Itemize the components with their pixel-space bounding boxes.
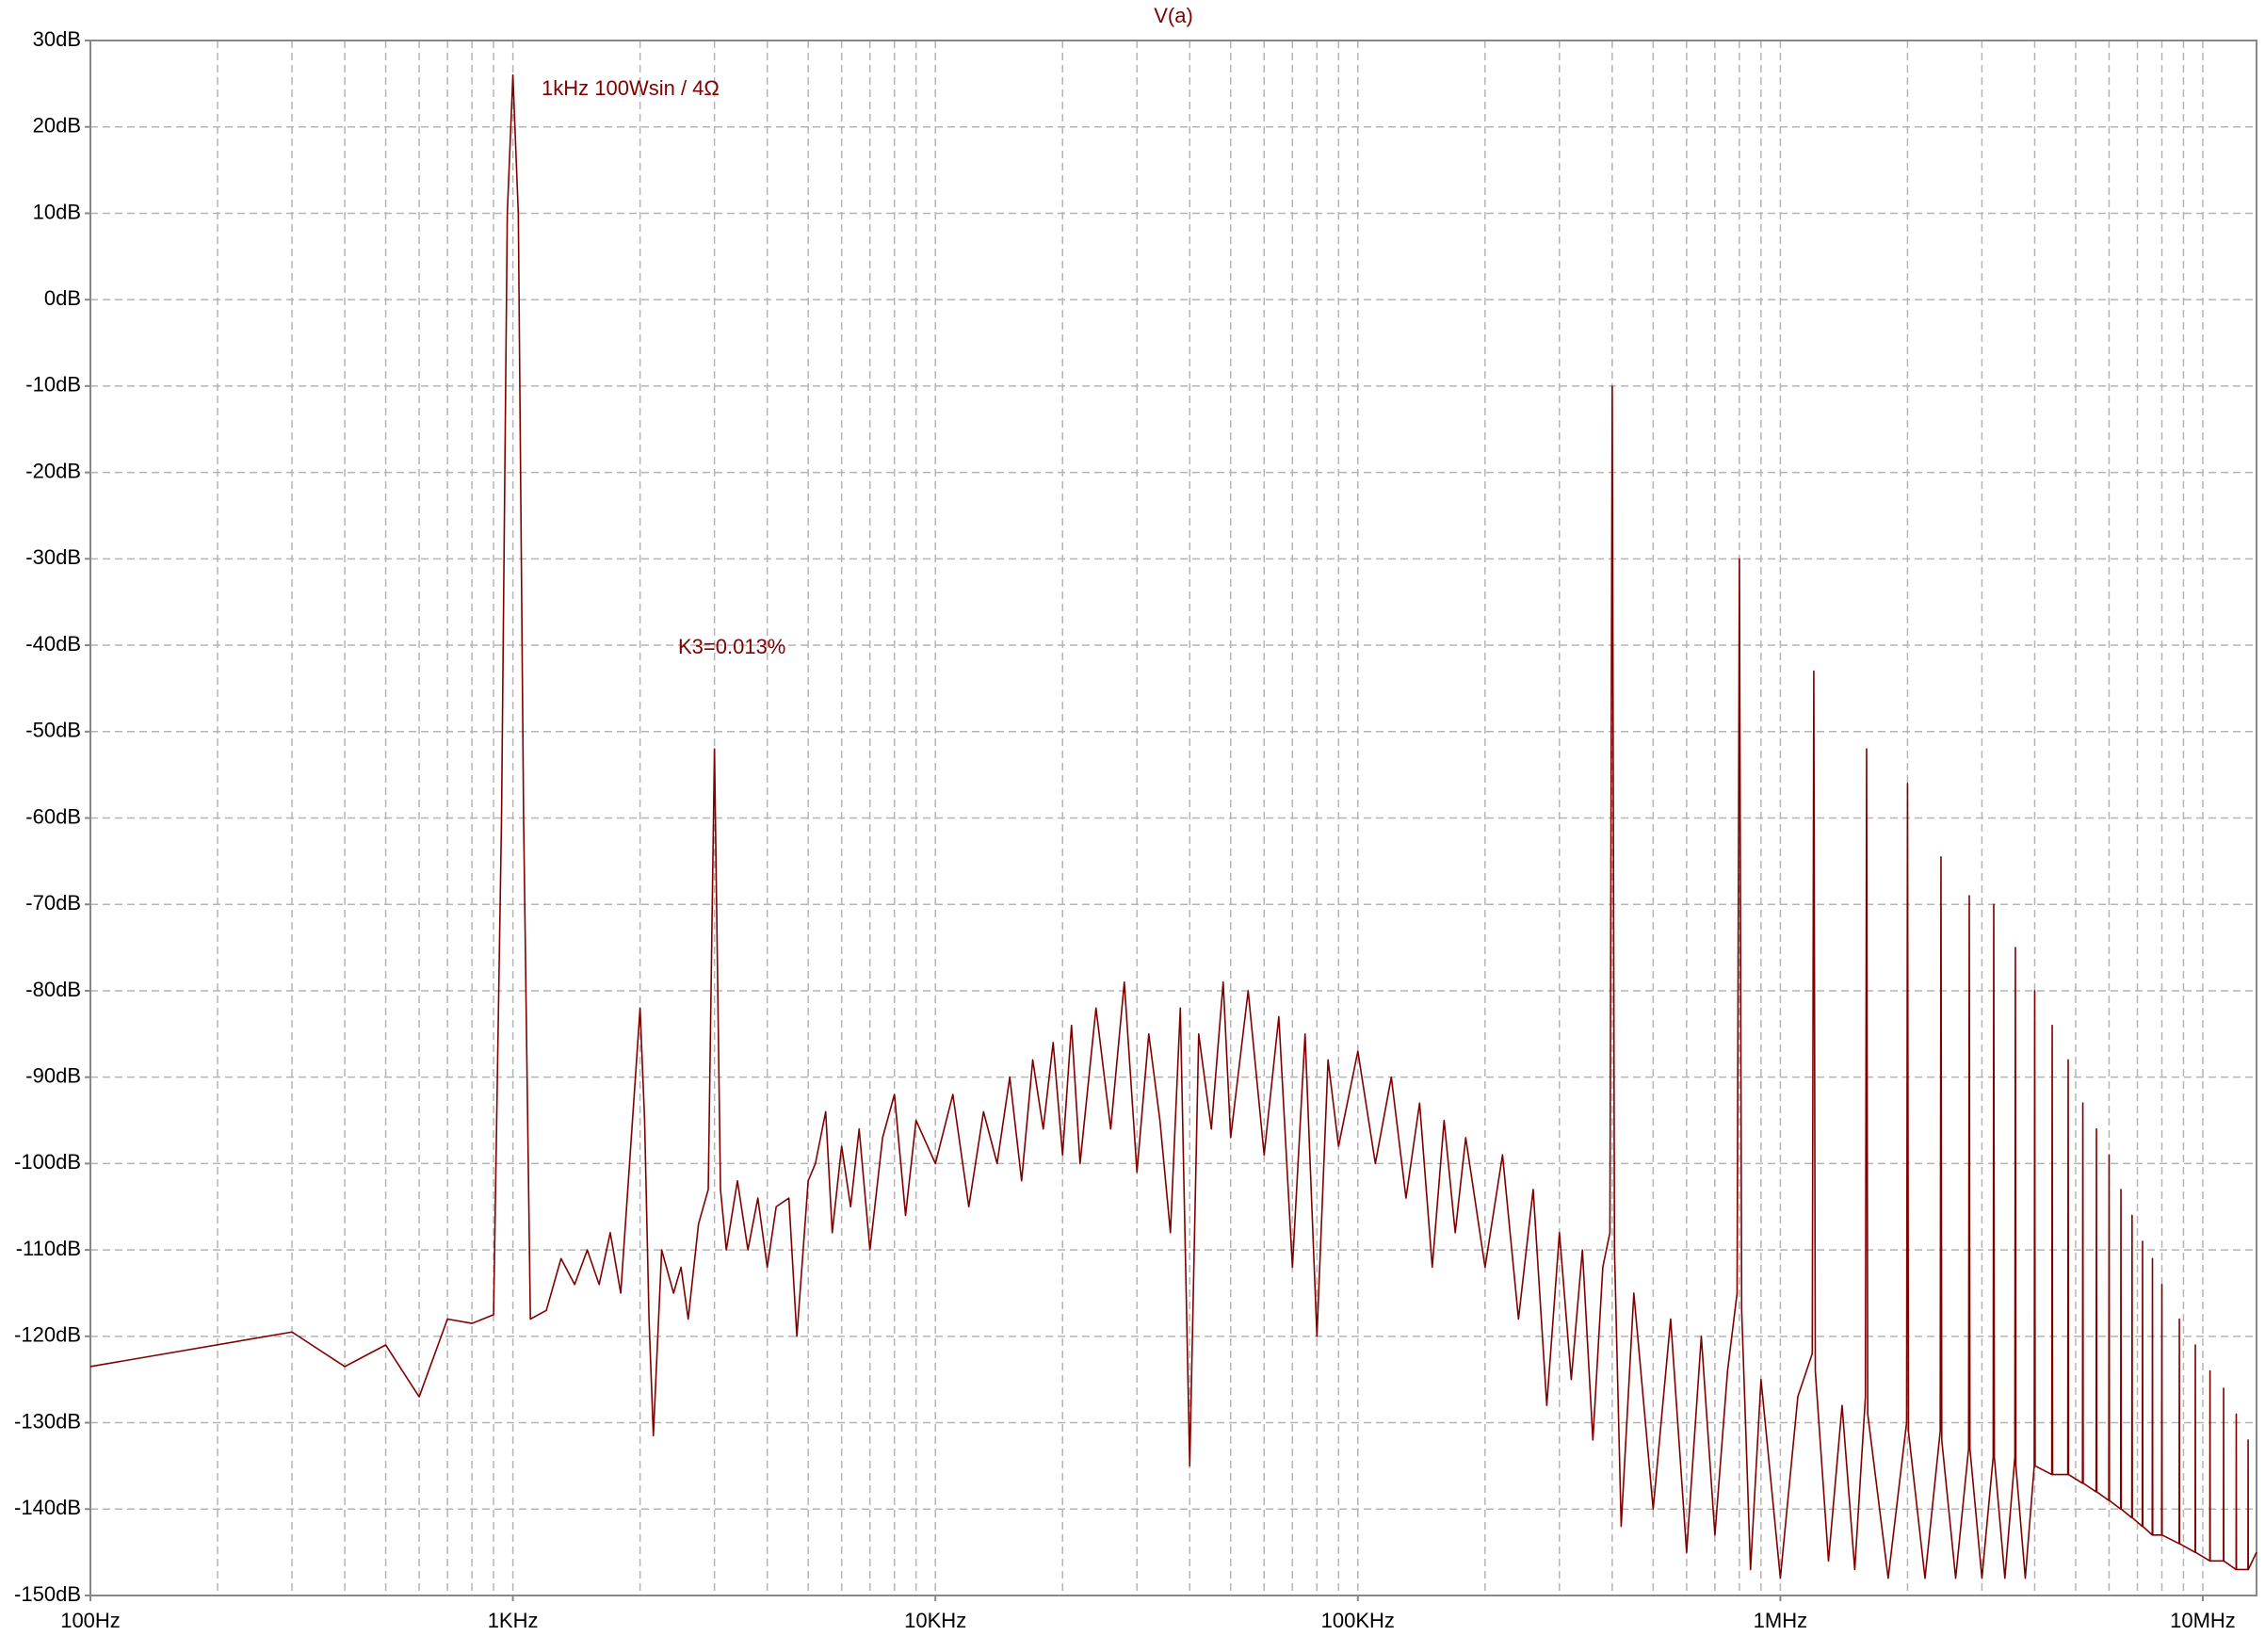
annotation: 1kHz 100Wsin / 4Ω (542, 76, 720, 100)
y-tick-label: -110dB (16, 1237, 81, 1260)
y-tick-label: 30dB (33, 27, 81, 51)
chart-title: V(a) (1154, 4, 1193, 27)
y-tick-label: -20dB (25, 459, 81, 482)
x-tick-label: 1KHz (488, 1609, 539, 1632)
trace (89, 73, 2257, 1579)
y-tick-label: -150dB (14, 1582, 81, 1606)
y-tick-label: -90dB (25, 1063, 81, 1087)
x-tick-label: 10KHz (904, 1609, 966, 1632)
y-tick-label: -120dB (14, 1323, 81, 1347)
y-tick-label: -30dB (25, 545, 81, 569)
y-tick-label: -70dB (25, 891, 81, 915)
y-tick-label: -50dB (25, 719, 81, 742)
y-tick-label: -80dB (25, 978, 81, 1001)
x-tick-label: 100KHz (1321, 1609, 1395, 1632)
y-tick-label: -140dB (14, 1496, 81, 1519)
x-tick-label: 1MHz (1754, 1609, 1807, 1632)
plot-frame (89, 40, 2257, 1596)
y-tick-label: -10dB (25, 373, 81, 397)
y-tick-label: 0dB (44, 286, 81, 310)
y-tick-label: 10dB (33, 200, 81, 223)
annotation: K3=0.013% (678, 635, 785, 658)
y-tick-label: -40dB (25, 632, 81, 656)
x-tick-label: 100Hz (60, 1609, 121, 1632)
y-tick-label: 20dB (33, 114, 81, 138)
y-tick-label: -100dB (14, 1150, 81, 1174)
y-tick-label: -130dB (14, 1409, 81, 1433)
x-tick-label: 10MHz (2170, 1609, 2236, 1632)
y-tick-label: -60dB (25, 804, 81, 828)
